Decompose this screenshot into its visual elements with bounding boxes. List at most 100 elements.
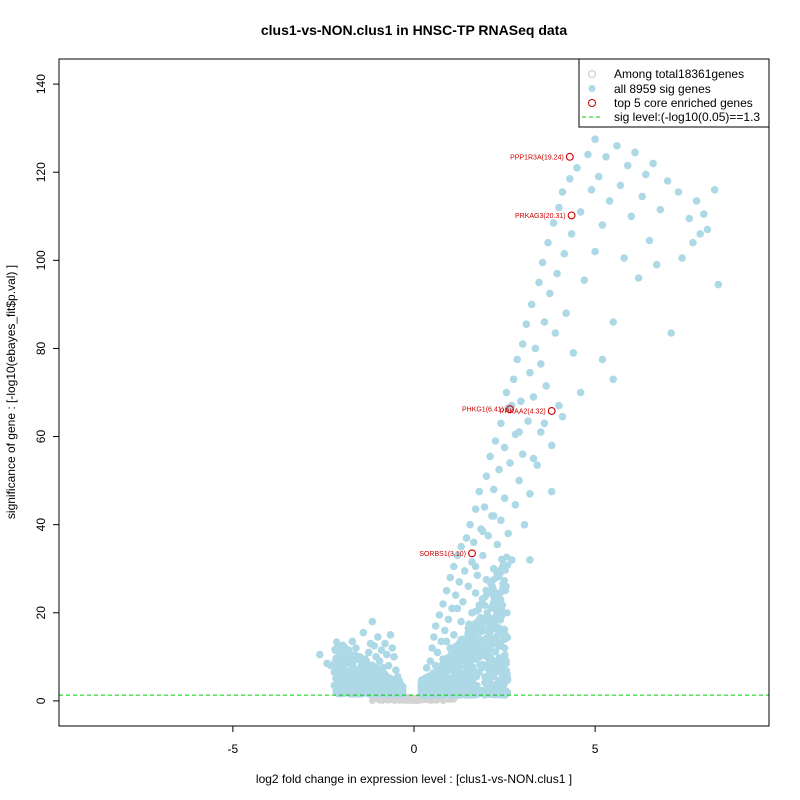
sig-gene-point <box>587 186 596 194</box>
core-gene-point <box>565 152 574 161</box>
sig-gene-point <box>509 375 518 384</box>
sig-gene-point <box>352 677 360 685</box>
core-gene-point <box>468 549 476 558</box>
sig-gene-point <box>368 617 377 626</box>
sig-gene-point <box>642 170 650 179</box>
sig-gene-point <box>499 586 507 595</box>
sig-gene-point <box>613 142 621 150</box>
background-gene-point <box>405 696 412 704</box>
sig-gene-point <box>481 626 489 635</box>
sig-gene-point <box>496 616 505 624</box>
sig-gene-point <box>472 653 481 661</box>
sig-gene-point <box>576 208 585 216</box>
sig-gene-point <box>482 586 490 594</box>
sig-gene-point <box>609 318 617 326</box>
core-gene-point <box>506 405 514 414</box>
legend-label-total: Among total18361genes <box>614 67 744 81</box>
sig-gene-point <box>430 633 438 641</box>
sig-gene-point <box>352 688 360 697</box>
sig-gene-point <box>383 650 391 659</box>
y-axis-label: significance of gene : [-log10(ebayes_fi… <box>4 265 18 519</box>
sig-gene-point <box>500 494 509 503</box>
sig-gene-point <box>499 560 507 568</box>
sig-gene-point <box>503 609 511 617</box>
sig-gene-point <box>437 637 446 646</box>
sig-gene-point <box>495 465 503 474</box>
legend-label-sig: all 8959 sig genes <box>614 82 711 96</box>
sig-gene-point <box>478 643 486 651</box>
sig-gene-point <box>573 164 581 172</box>
sig-gene-point <box>374 633 382 641</box>
sig-gene-point <box>631 148 639 157</box>
sig-gene-point <box>444 615 453 624</box>
sig-gene-point <box>370 666 379 674</box>
sig-gene-point <box>503 675 511 683</box>
sig-gene-point <box>341 683 350 691</box>
sig-gene-point <box>459 598 467 606</box>
sig-gene-point <box>316 650 324 659</box>
sig-gene-point <box>431 661 440 670</box>
sig-gene-point <box>441 626 449 635</box>
legend-marker-sig <box>588 85 596 92</box>
sig-gene-point <box>678 254 686 262</box>
sig-gene-point <box>359 680 368 688</box>
sig-gene-point <box>475 616 483 624</box>
sig-gene-point <box>449 689 457 697</box>
sig-gene-point <box>489 590 497 598</box>
sig-gene-point <box>696 230 704 238</box>
sig-gene-point <box>649 159 657 168</box>
sig-gene-point <box>437 663 445 671</box>
sig-gene-point <box>464 664 472 672</box>
sig-gene-point <box>500 443 509 452</box>
sig-gene-point <box>442 586 451 595</box>
sig-gene-point <box>453 551 462 560</box>
sig-gene-point <box>444 683 452 691</box>
sig-gene-point <box>656 205 665 214</box>
sig-gene-point <box>479 600 487 608</box>
sig-gene-point <box>377 672 386 681</box>
sig-gene-point <box>452 651 460 659</box>
sig-gene-point <box>334 642 342 650</box>
sig-gene-point <box>388 683 397 692</box>
sig-gene-point <box>527 300 536 309</box>
sig-gene-point <box>453 657 462 665</box>
sig-gene-point <box>450 562 458 571</box>
sig-gene-point <box>542 382 550 390</box>
sig-gene-point <box>489 564 498 573</box>
sig-gene-point <box>584 150 592 159</box>
sig-gene-point <box>546 289 554 298</box>
sig-gene-point <box>540 318 549 326</box>
sig-gene-point <box>446 573 455 582</box>
sig-gene-point <box>450 679 458 688</box>
sig-gene-point <box>667 329 675 337</box>
core-gene-label: PHKG1(6.41) <box>462 407 504 414</box>
sig-gene-point <box>609 375 617 384</box>
sig-gene-point <box>475 487 484 496</box>
sig-gene-point <box>605 197 614 205</box>
sig-gene-point <box>397 681 406 690</box>
sig-gene-point <box>471 505 480 513</box>
plot-frame <box>58 58 770 727</box>
sig-gene-point <box>497 516 505 525</box>
sig-gene-point <box>634 274 643 282</box>
sig-gene-point <box>488 623 496 631</box>
sig-gene-point <box>504 529 512 538</box>
sig-gene-point <box>501 644 509 652</box>
sig-gene-point <box>384 675 393 683</box>
sig-gene-point <box>471 562 480 571</box>
sig-gene-point <box>497 596 505 604</box>
sig-gene-point <box>460 642 469 650</box>
sig-gene-point <box>468 609 476 617</box>
sig-gene-point <box>569 349 578 357</box>
sig-gene-point <box>430 676 438 685</box>
sig-gene-point <box>502 657 510 665</box>
y-tick-label: 0 <box>34 697 48 704</box>
sig-gene-point <box>537 360 545 368</box>
sig-gene-point <box>540 419 549 428</box>
y-tick-label: 120 <box>34 162 48 182</box>
sig-gene-point <box>533 461 541 470</box>
sig-gene-point <box>462 534 471 542</box>
y-tick-label: 80 <box>34 341 48 355</box>
sig-gene-point <box>455 666 463 674</box>
